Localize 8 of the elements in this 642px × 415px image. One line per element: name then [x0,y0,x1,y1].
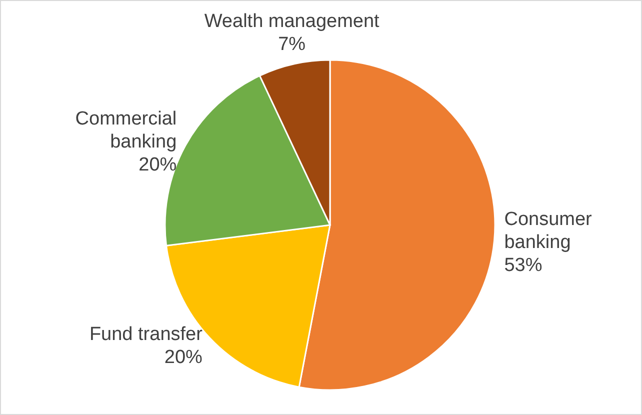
data-label: 7% [278,34,306,56]
data-label: 53% [504,255,542,276]
data-label: 20% [138,154,177,176]
slice-label: Fund transfer [89,324,204,345]
slice-label: Wealth management [204,11,380,32]
data-label: 20% [164,346,203,368]
slice-label: Consumer banking [504,209,593,254]
slice-label: Commercial banking [75,108,177,152]
